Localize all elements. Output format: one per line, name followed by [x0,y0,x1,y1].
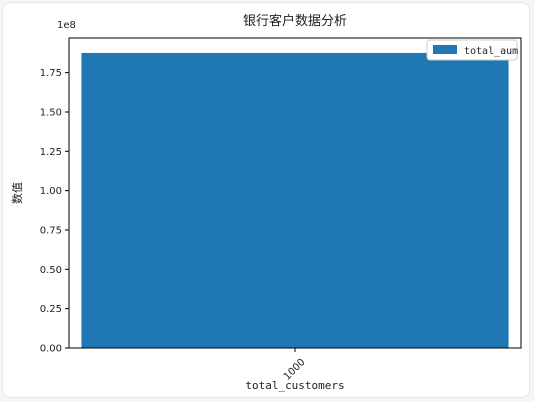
chart-card: 银行客户数据分析 1e8 数值 total_customers 0.00 0.25… [2,2,530,398]
legend-swatch-total-aum [433,45,457,54]
y-ticks-group: 0.00 0.25 0.50 0.75 1.00 1.25 1.50 1.75 [40,68,69,355]
plot-frame [68,37,522,349]
x-axis-label: total_customers [245,379,344,392]
y-tick-label: 0.75 [40,225,62,236]
y-tick-label: 1.00 [40,186,62,197]
chart-title: 银行客户数据分析 [243,13,347,29]
x-ticks-group: 1000 [282,348,308,383]
bars-group [81,52,509,348]
bar-1000 [81,52,509,348]
bar-chart: 银行客户数据分析 1e8 数值 total_customers 0.00 0.25… [11,13,522,392]
y-tick-label: 1.25 [40,147,62,158]
legend: total_aum [426,39,518,61]
legend-label-total-aum: total_aum [464,46,518,57]
y-offset-label: 1e8 [57,20,76,31]
y-tick-label: 0.00 [40,344,62,355]
y-tick-label: 1.75 [40,68,62,79]
y-tick-label: 1.50 [40,107,62,118]
y-tick-label: 0.50 [40,265,62,276]
y-axis-label: 数值 [11,182,24,204]
y-tick-label: 0.25 [40,304,62,315]
